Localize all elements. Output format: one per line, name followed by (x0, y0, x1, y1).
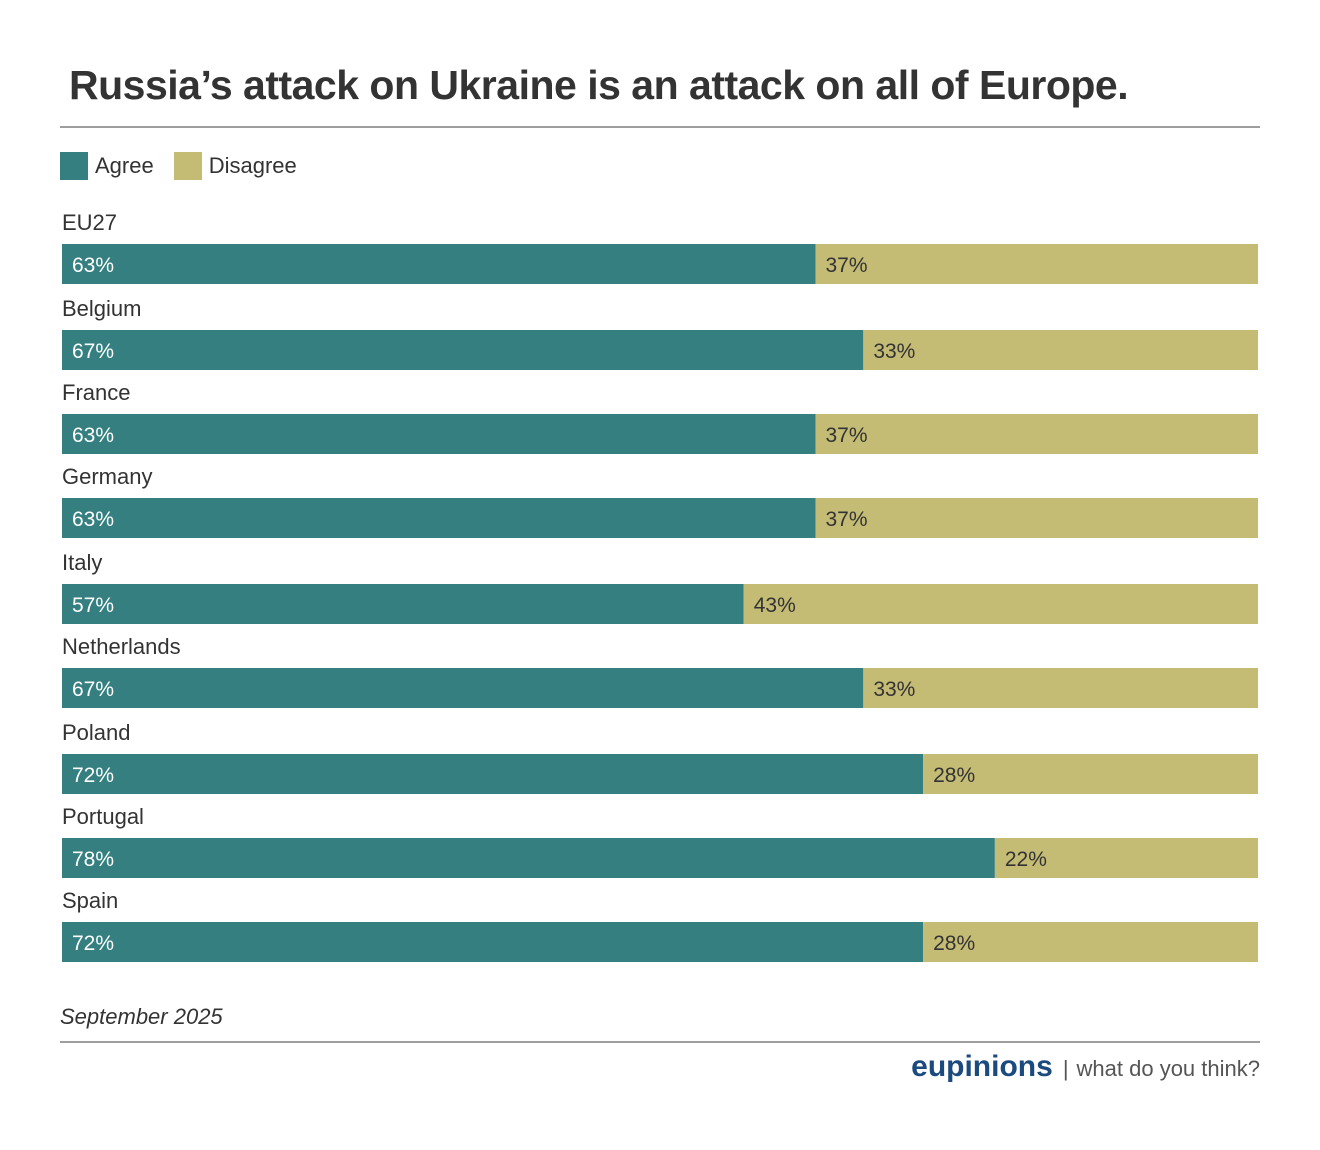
data-label-disagree: 37% (825, 424, 867, 447)
category-label: Germany (62, 464, 152, 489)
bar-row-germany: Germany 63% 37% (62, 464, 1258, 538)
category-label: EU27 (62, 210, 117, 235)
legend-item-disagree: Disagree (173, 152, 297, 180)
bar-disagree (863, 330, 1258, 370)
data-label-disagree: 22% (1005, 848, 1047, 871)
legend-swatch-disagree (173, 152, 202, 180)
brand-logo: eupinions (911, 1050, 1053, 1083)
category-label: Portugal (62, 804, 144, 829)
bar-row-eu27: EU27 63% 37% (62, 210, 1258, 284)
data-label-disagree: 37% (825, 508, 867, 531)
data-label-agree: 72% (72, 932, 114, 955)
bar-disagree (923, 922, 1258, 962)
legend-label-agree: Agree (95, 153, 154, 178)
bar-disagree (923, 754, 1258, 794)
bar-row-portugal: Portugal 78% 22% (62, 804, 1258, 878)
data-label-agree: 78% (72, 848, 114, 871)
bar-agree (62, 414, 816, 454)
legend-label-disagree: Disagree (208, 153, 297, 178)
data-label-disagree: 37% (825, 254, 867, 277)
brand: eupinions | what do you think? (911, 1050, 1260, 1084)
bar-row-poland: Poland 72% 28% (62, 720, 1258, 794)
bar-agree (62, 922, 924, 962)
category-label: France (62, 380, 130, 405)
data-label-agree: 67% (72, 340, 114, 363)
bar-agree (62, 668, 864, 708)
bar-row-spain: Spain 72% 28% (62, 888, 1258, 962)
survey-date: September 2025 (60, 1004, 223, 1029)
bar-agree (62, 754, 924, 794)
bar-row-netherlands: Netherlands 67% 33% (62, 634, 1258, 708)
title-divider (60, 126, 1260, 128)
bar-disagree (815, 244, 1258, 284)
data-label-agree: 63% (72, 254, 114, 277)
legend-item-agree: Agree (60, 152, 154, 180)
bar-agree (62, 330, 864, 370)
data-label-agree: 67% (72, 678, 114, 701)
category-label: Poland (62, 720, 131, 745)
bar-agree (62, 838, 995, 878)
legend-swatch-agree (60, 152, 88, 180)
legend: Agree Disagree (60, 152, 317, 180)
chart-title: Russia’s attack on Ukraine is an attack … (69, 62, 1129, 108)
footer-divider (60, 1041, 1260, 1043)
bar-disagree (994, 838, 1258, 878)
bar-disagree (743, 584, 1258, 624)
category-label: Italy (62, 550, 102, 575)
category-label: Spain (62, 888, 118, 913)
bar-disagree (863, 668, 1258, 708)
data-label-agree: 63% (72, 508, 114, 531)
category-label: Belgium (62, 296, 141, 321)
bar-agree (62, 498, 816, 538)
data-label-agree: 57% (72, 594, 114, 617)
bar-row-italy: Italy 57% 43% (62, 550, 1258, 624)
data-label-disagree: 33% (873, 340, 915, 363)
brand-tagline: what do you think? (1076, 1056, 1260, 1081)
data-label-agree: 63% (72, 424, 114, 447)
data-label-disagree: 43% (754, 594, 796, 617)
data-label-agree: 72% (72, 764, 114, 787)
bar-disagree (815, 498, 1258, 538)
bar-agree (62, 584, 744, 624)
brand-separator: | (1062, 1056, 1069, 1081)
data-label-disagree: 28% (933, 932, 975, 955)
data-label-disagree: 28% (933, 764, 975, 787)
bar-row-belgium: Belgium 67% 33% (62, 296, 1258, 370)
data-label-disagree: 33% (873, 678, 915, 701)
bar-row-france: France 63% 37% (62, 380, 1258, 454)
bar-disagree (815, 414, 1258, 454)
category-label: Netherlands (62, 634, 181, 659)
bar-agree (62, 244, 816, 284)
